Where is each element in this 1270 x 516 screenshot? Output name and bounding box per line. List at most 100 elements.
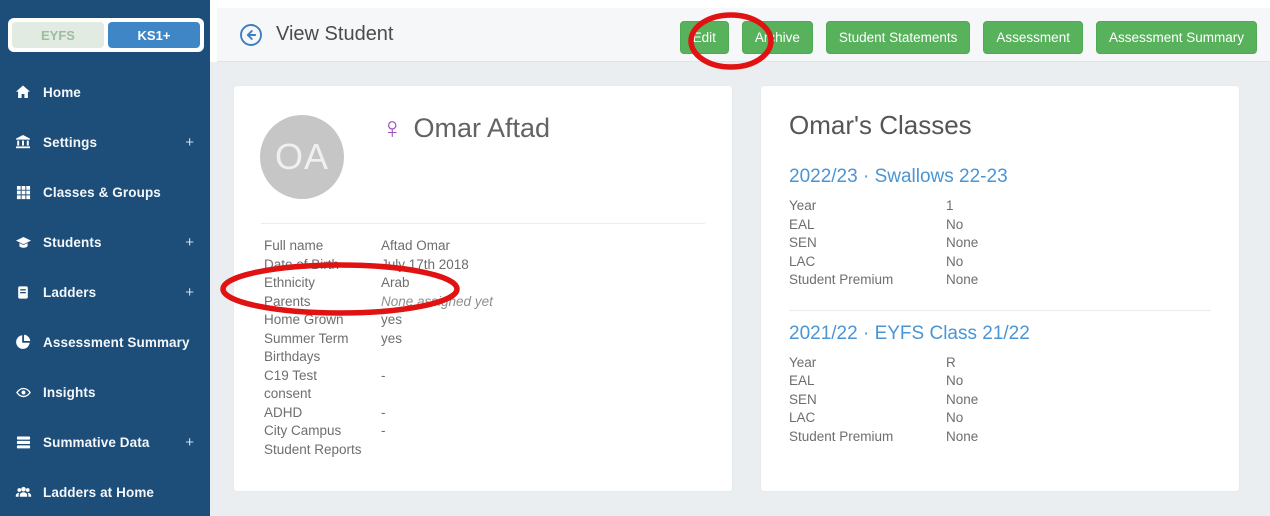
class-field-row: Year R (789, 354, 1211, 373)
field-label: SEN (789, 235, 817, 250)
detail-value: - (381, 423, 386, 438)
sidebar-item-label: Home (43, 84, 81, 100)
sidebar-item-label: Summative Data (43, 434, 150, 450)
student-statements-button[interactable]: Student Statements (825, 21, 971, 54)
expand-plus-icon[interactable]: + (185, 233, 194, 251)
eyfs-toggle-button[interactable]: EYFS (12, 22, 104, 48)
field-value: No (946, 410, 964, 425)
detail-value: - (381, 404, 386, 420)
detail-row: City Campus Student Reports - (264, 422, 712, 459)
back-button[interactable] (239, 23, 263, 47)
arrow-left-circle-icon (240, 23, 262, 46)
avatar: OA (260, 115, 344, 199)
expand-plus-icon[interactable]: + (185, 433, 194, 451)
class-fields: Year 1 EAL No SEN None LAC No Student Premium Non… (789, 197, 1211, 290)
detail-label: Parents (264, 293, 311, 309)
classes-card: Omar's Classes 2022/23 · Swallows 22-23 Y… (760, 85, 1240, 492)
archive-button[interactable]: Archive (741, 21, 813, 54)
field-value: No (946, 373, 964, 388)
sidebar-item-settings[interactable]: Settings + (0, 117, 210, 167)
detail-value: None assigned yet (381, 293, 493, 309)
detail-row: Home Grown yes (264, 311, 712, 330)
class-entries: 2022/23 · Swallows 22-23 Year 1 EAL No SEN Non… (789, 166, 1211, 446)
class-link[interactable]: 2021/22 · EYFS Class 21/22 (789, 322, 1030, 344)
detail-row: Parents None assigned yet (264, 293, 712, 312)
detail-label: ADHD (264, 404, 303, 420)
sidebar-item-assessment-summary[interactable]: Assessment Summary (0, 317, 210, 367)
student-name: Omar Aftad (413, 113, 551, 143)
sidebar-item-label: Ladders at Home (43, 484, 155, 500)
sidebar-item-classes-groups[interactable]: Classes & Groups (0, 167, 210, 217)
class-fields: Year R EAL No SEN None LAC No Student Premium Non… (789, 354, 1211, 447)
expand-plus-icon[interactable]: + (185, 283, 194, 301)
class-field-row: EAL No (789, 216, 1211, 235)
sidebar-item-summative-data[interactable]: Summative Data + (0, 417, 210, 467)
graduation-cap-icon (14, 234, 32, 250)
field-value: None (946, 391, 979, 407)
assessment-summary-button[interactable]: Assessment Summary (1095, 21, 1257, 54)
detail-label: Home Grown (264, 312, 344, 327)
field-label: EAL (789, 216, 815, 232)
field-value: R (946, 354, 956, 370)
eye-icon (14, 384, 32, 400)
detail-row: Ethnicity Arab (264, 274, 712, 293)
sidebar-item-label: Students (43, 234, 102, 250)
sidebar-item-home[interactable]: Home (0, 67, 210, 117)
edit-button[interactable]: Edit (679, 21, 729, 54)
keystage-toggle: EYFS KS1+ (8, 18, 204, 52)
class-field-row: Student Premium None (789, 428, 1211, 447)
field-label: Year (789, 354, 817, 370)
detail-label: Full name (264, 238, 324, 253)
detail-value: yes (381, 312, 403, 327)
field-value: No (946, 253, 964, 269)
class-field-row: SEN None (789, 234, 1211, 253)
field-value: 1 (946, 198, 954, 213)
detail-row: Summer Term Birthdays yes (264, 330, 712, 367)
sidebar-item-ladders-at-home[interactable]: Ladders at Home (0, 467, 210, 516)
detail-row: Full name Aftad Omar (264, 237, 712, 256)
class-link[interactable]: 2022/23 · Swallows 22-23 (789, 166, 1008, 187)
home-icon (14, 84, 32, 100)
class-entry: 2022/23 · Swallows 22-23 Year 1 EAL No SEN Non… (789, 166, 1211, 290)
detail-value: Aftad Omar (381, 238, 451, 253)
field-value: None (946, 428, 979, 444)
server-icon (14, 434, 32, 450)
toolbar: View Student Edit Archive Student Statemen… (217, 8, 1270, 62)
student-card: OA ♀ Omar Aftad Full name Aftad Omar Date … (233, 85, 733, 492)
detail-row: Date of Birth July 17th 2018 (264, 256, 712, 275)
classes-title: Omar's Classes (789, 110, 972, 140)
detail-value: July 17th 2018 (381, 256, 469, 272)
sidebar-item-label: Settings (43, 134, 98, 150)
student-name-row: ♀ Omar Aftad (381, 113, 550, 144)
detail-label: Date of Birth (264, 256, 340, 272)
sidebar-item-ladders[interactable]: Ladders + (0, 267, 210, 317)
detail-value: yes (381, 330, 403, 346)
class-field-row: SEN None (789, 391, 1211, 410)
sidebar-item-students[interactable]: Students + (0, 217, 210, 267)
grid-icon (14, 184, 32, 200)
detail-label: C19 Test consent (264, 367, 318, 402)
sidebar-item-label: Classes & Groups (43, 184, 161, 200)
sidebar-item-insights[interactable]: Insights (0, 367, 210, 417)
sidebar-item-label: Ladders (43, 284, 97, 300)
users-icon (14, 484, 32, 500)
sidebar-item-label: Assessment Summary (43, 334, 190, 350)
assessment-button[interactable]: Assessment (983, 21, 1083, 54)
field-label: LAC (789, 410, 816, 425)
expand-plus-icon[interactable]: + (185, 133, 194, 151)
main-area: View Student Edit Archive Student Statemen… (210, 0, 1270, 516)
field-label: Student Premium (789, 428, 894, 444)
ks1-toggle-button[interactable]: KS1+ (108, 22, 200, 48)
book-icon (14, 284, 32, 300)
class-field-row: EAL No (789, 372, 1211, 391)
detail-label: Summer Term Birthdays (264, 330, 349, 365)
bank-icon (14, 134, 32, 150)
sidebar-item-label: Insights (43, 384, 96, 400)
class-field-row: LAC No (789, 409, 1211, 428)
divider (261, 223, 705, 224)
detail-label: City Campus Student Reports (264, 423, 362, 457)
student-details: Full name Aftad Omar Date of Birth July 17t… (264, 237, 712, 459)
content-area: OA ♀ Omar Aftad Full name Aftad Omar Date … (210, 62, 1270, 516)
divider (789, 309, 1211, 311)
